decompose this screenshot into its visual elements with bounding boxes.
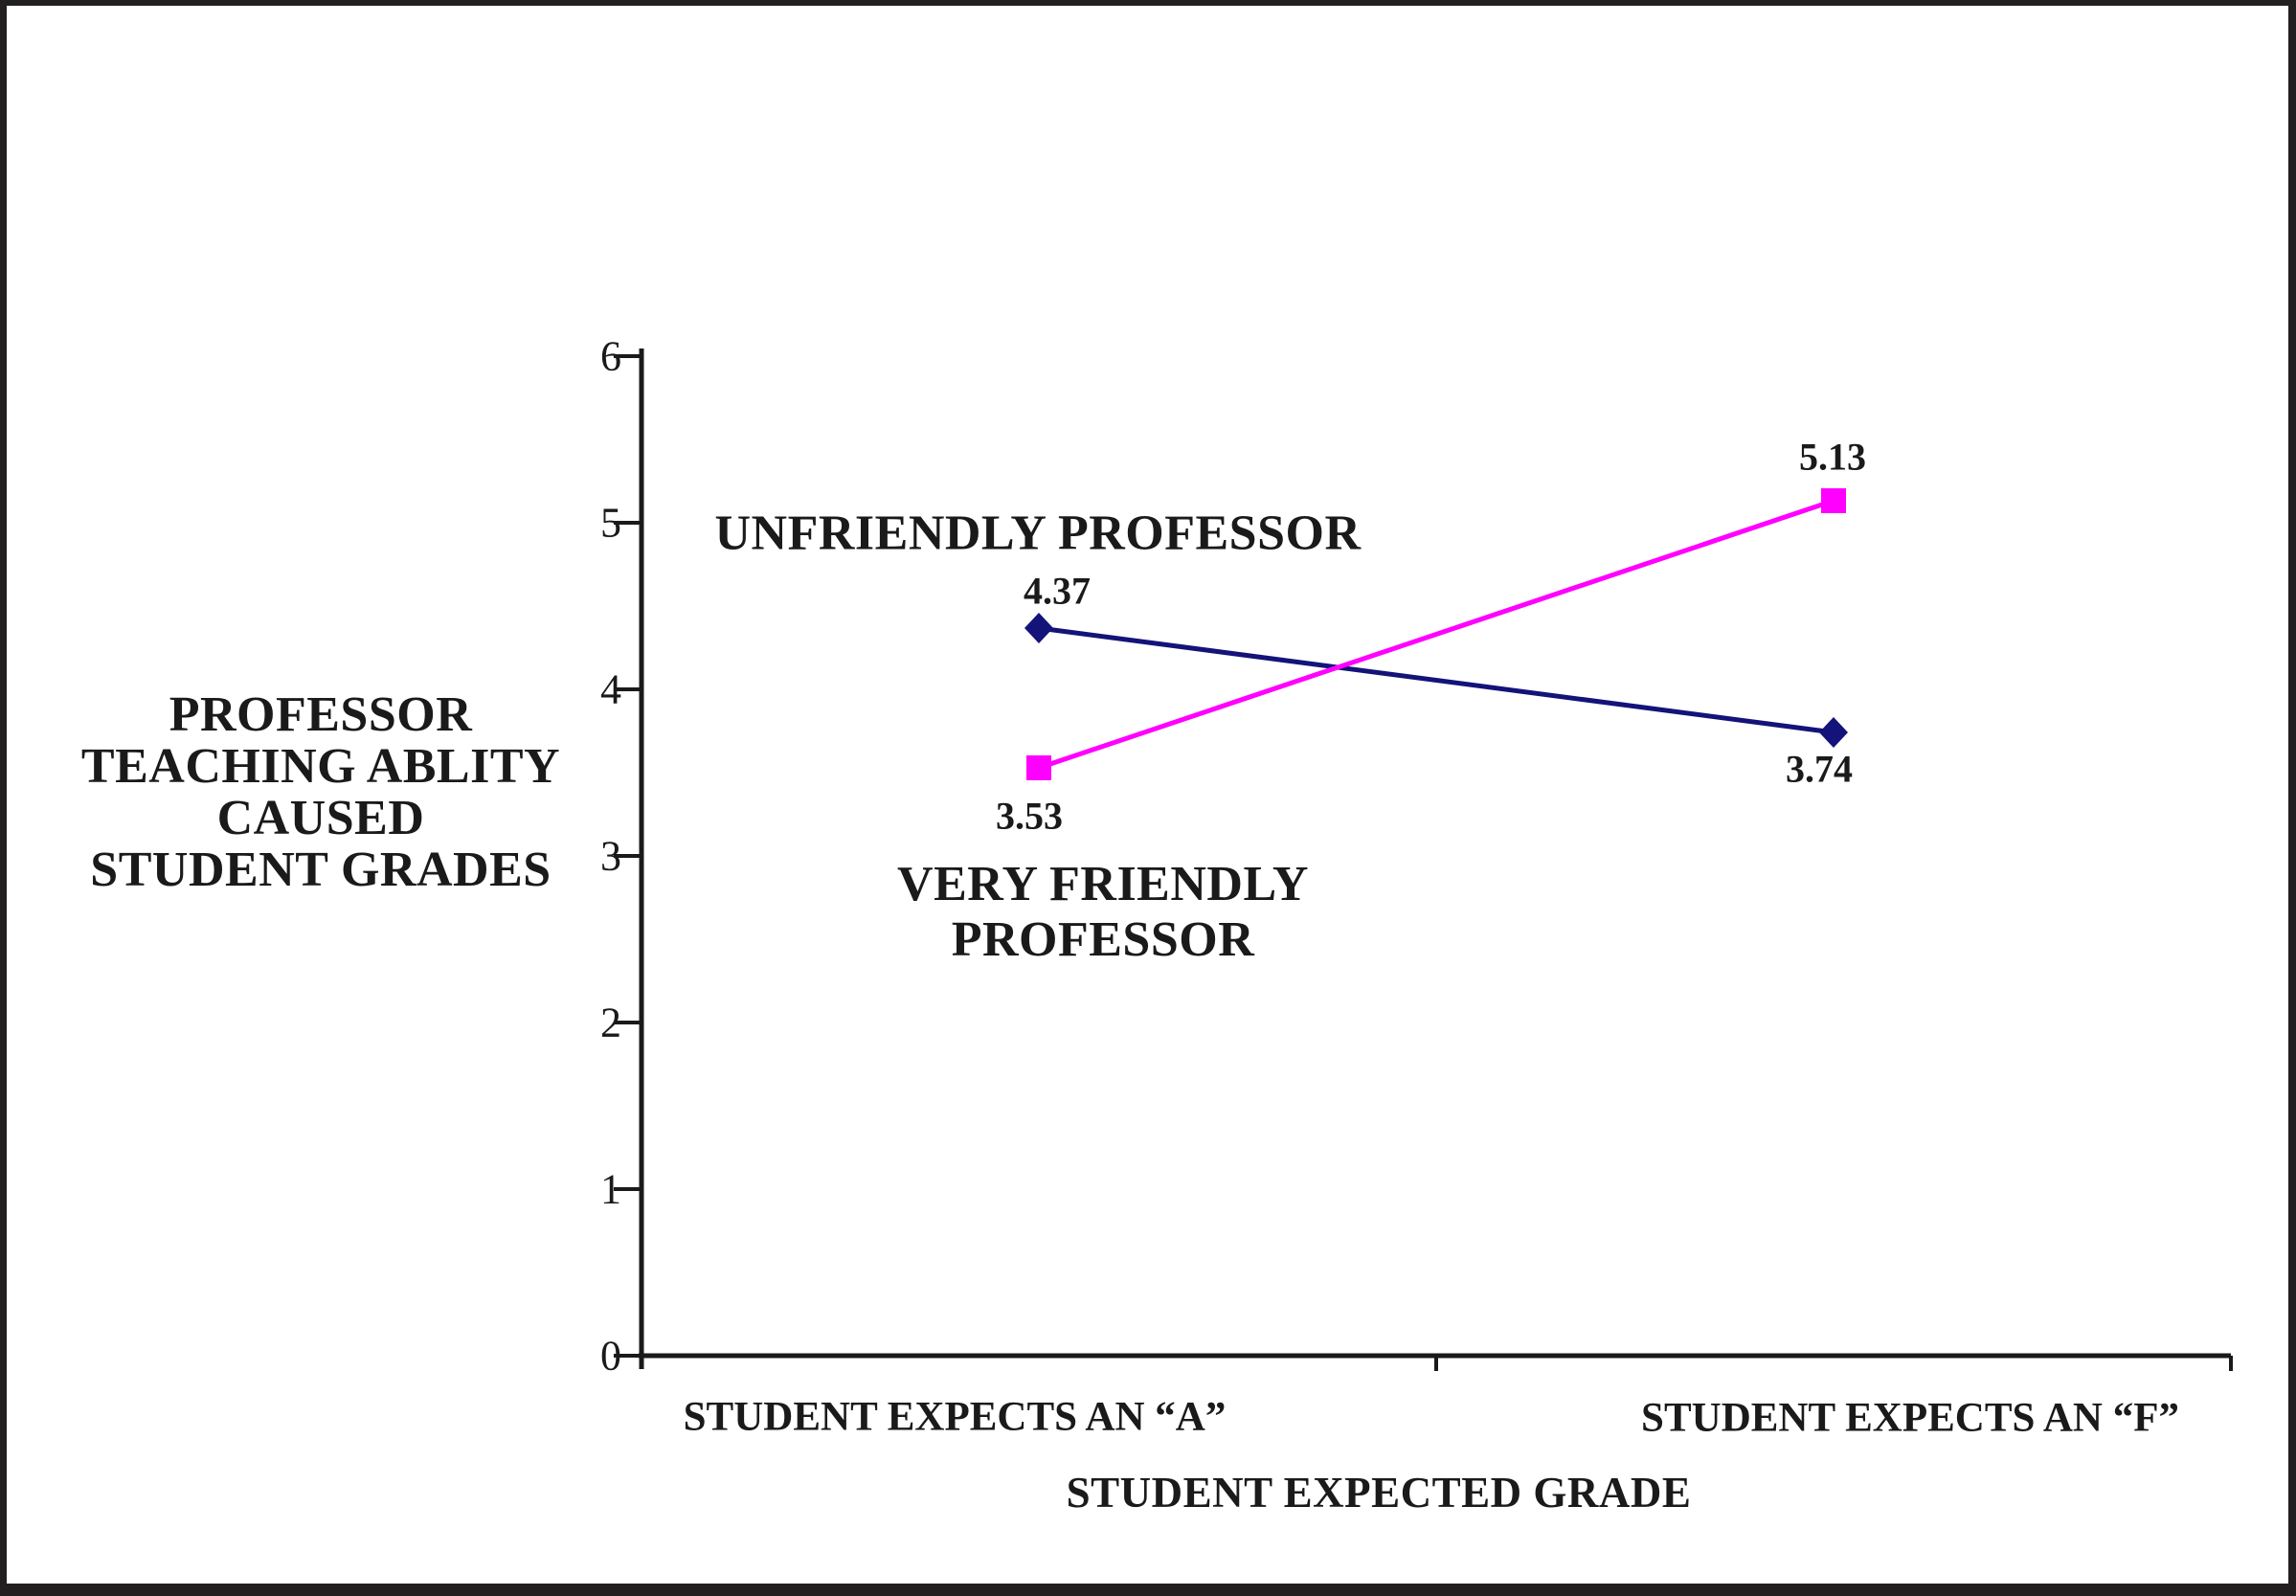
data-label-unfriendly-a: 4.37 <box>1024 569 1091 613</box>
y-tick-label-6: 6 <box>600 332 621 380</box>
data-label-very-friendly-f: 5.13 <box>1799 435 1866 479</box>
series-line-unfriendly-professor <box>1038 625 1835 735</box>
series-label-very-friendly-professor: VERY FRIENDLY PROFESSOR <box>897 857 1309 967</box>
x-category-label-expects-a: STUDENT EXPECTS AN “A” <box>683 1394 1227 1440</box>
data-label-unfriendly-f: 3.74 <box>1786 747 1853 791</box>
marker-diamond <box>1024 613 1053 643</box>
y-tick-marks <box>614 354 642 1358</box>
series-markers <box>1024 488 1848 780</box>
marker-diamond <box>1819 717 1848 748</box>
marker-square <box>1026 755 1051 780</box>
y-tick-label-5: 5 <box>600 499 621 547</box>
x-tick-marks <box>1434 1356 2233 1371</box>
series-line-very-friendly-professor <box>1038 498 1835 771</box>
axes <box>639 348 2231 1369</box>
y-axis-title-line-4: STUDENT GRADES <box>90 843 551 897</box>
y-axis-title-line-1: PROFESSOR <box>169 687 473 742</box>
y-tick-label-3: 3 <box>600 832 621 880</box>
x-category-label-expects-f: STUDENT EXPECTS AN “F” <box>1641 1395 2179 1441</box>
y-tick-label-2: 2 <box>600 999 621 1046</box>
y-axis-title-line-3: CAUSED <box>216 791 425 845</box>
y-tick-label-1: 1 <box>600 1165 621 1213</box>
data-label-very-friendly-a: 3.53 <box>996 794 1063 838</box>
y-tick-label-0: 0 <box>600 1332 621 1380</box>
y-axis-title: PROFESSOR TEACHING ABLITY CAUSED STUDENT… <box>81 689 560 896</box>
series-label-unfriendly-professor: UNFRIENDLY PROFESSOR <box>714 506 1362 561</box>
y-axis-title-line-2: TEACHING ABLITY <box>80 739 561 794</box>
y-tick-label-4: 4 <box>600 665 621 713</box>
marker-square <box>1821 488 1846 513</box>
plot-canvas <box>614 348 2233 1371</box>
x-axis-title: STUDENT EXPECTED GRADE <box>1066 1469 1692 1517</box>
